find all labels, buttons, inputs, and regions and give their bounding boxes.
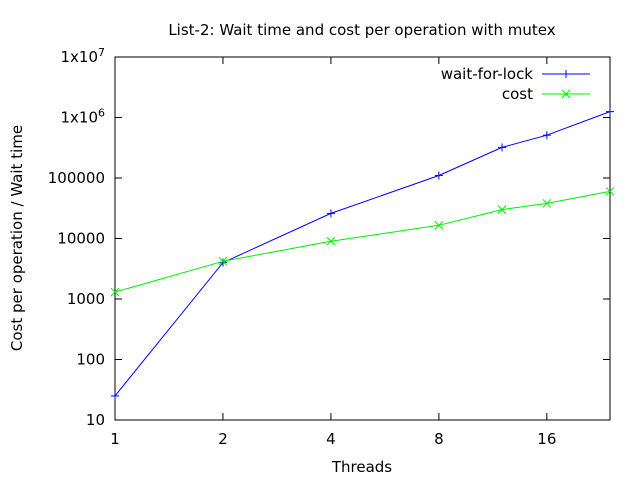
data-point-wait-for-lock [434,171,443,180]
data-point-cost [434,220,444,230]
legend-label-cost: cost [502,85,533,103]
x-tick-label: 8 [434,430,444,448]
legend: wait-for-lock cost [441,65,590,103]
y-tick-label: 100 [76,351,105,369]
data-point-cost [326,236,336,246]
y-axis-label: Cost per operation / Wait time [8,125,26,351]
data-point-cost [497,205,507,214]
data-point-cost [110,287,120,297]
legend-label-wait-for-lock: wait-for-lock [441,65,534,83]
y-tick-label: 1x106 [60,107,105,127]
y-tick-label: 1x107 [60,46,105,66]
y-tick-label: 10000 [57,230,105,248]
y-tick-label-base: 1x10 [60,109,98,127]
data-point-wait-for-lock [111,391,119,400]
series-line-cost [114,190,611,293]
data-point-cost [542,199,552,208]
data-point-wait-for-lock [326,209,335,218]
x-tick-label: 16 [537,430,556,448]
y-tick-label-exponent: 6 [98,107,105,120]
legend-marker-cost [561,89,571,99]
data-point-wait-for-lock [498,143,507,152]
y-tick-label: 100000 [48,169,105,187]
y-tick-label-base: 1x10 [60,48,98,66]
x-axis-label: Threads [331,458,392,476]
series-layer [110,107,615,400]
x-tick-label: 4 [326,430,336,448]
chart-title: List-2: Wait time and cost per operation… [168,21,555,39]
plot-frame [114,56,611,421]
y-tick-label: 1000 [67,290,105,308]
x-tick-label: 1 [110,430,120,448]
x-tick-label: 2 [218,430,228,448]
data-point-cost [218,256,228,266]
y-tick-label: 10 [86,411,105,429]
y-tick-label-exponent: 7 [98,46,105,59]
data-point-cost [605,187,615,196]
series-line-wait-for-lock [114,111,611,397]
data-point-wait-for-lock [606,107,614,116]
data-point-wait-for-lock [542,131,551,140]
legend-marker-wait-for-lock [562,70,570,78]
